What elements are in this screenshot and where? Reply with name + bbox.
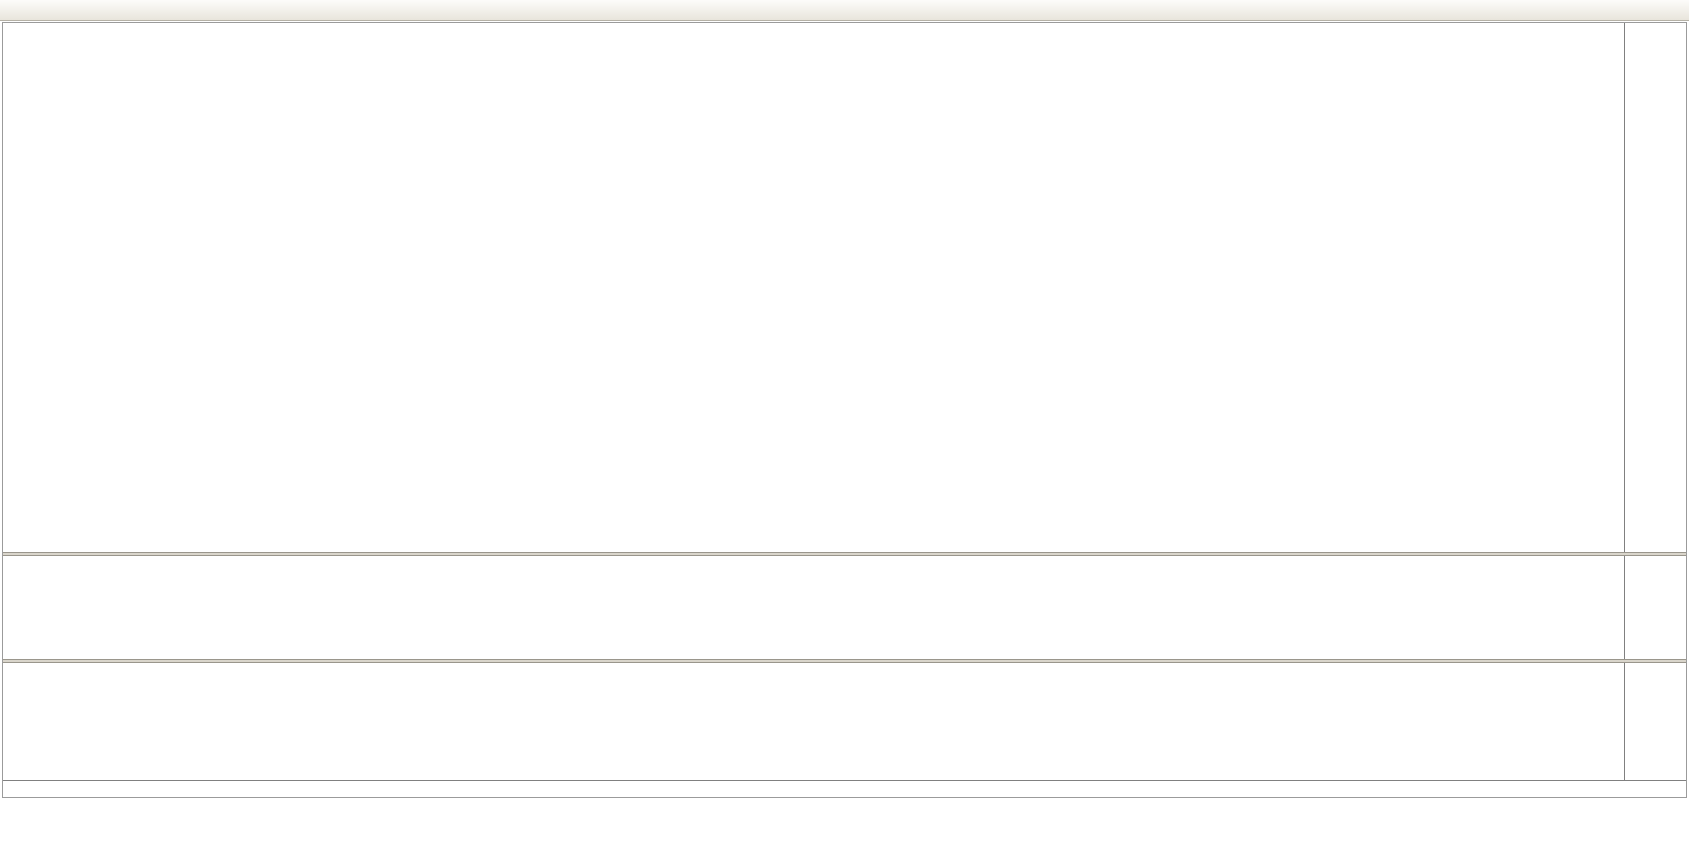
time-axis[interactable] xyxy=(3,780,1686,797)
macd-chart[interactable] xyxy=(3,556,1624,659)
rsi-chart[interactable] xyxy=(3,663,1624,780)
chart-title xyxy=(7,25,13,36)
rsi-axis[interactable] xyxy=(1624,663,1686,780)
macd-pane[interactable] xyxy=(3,556,1686,659)
price-chart-pane[interactable] xyxy=(3,23,1686,552)
toolbar xyxy=(0,0,1689,21)
pane-splitter[interactable] xyxy=(3,552,1686,556)
pane-splitter[interactable] xyxy=(3,659,1686,663)
rsi-label xyxy=(7,665,10,676)
chart-window xyxy=(2,22,1687,798)
macd-axis[interactable] xyxy=(1624,556,1686,659)
macd-label xyxy=(7,558,10,569)
rsi-pane[interactable] xyxy=(3,663,1686,780)
candlestick-chart[interactable] xyxy=(3,23,1624,552)
price-axis[interactable] xyxy=(1624,23,1686,552)
